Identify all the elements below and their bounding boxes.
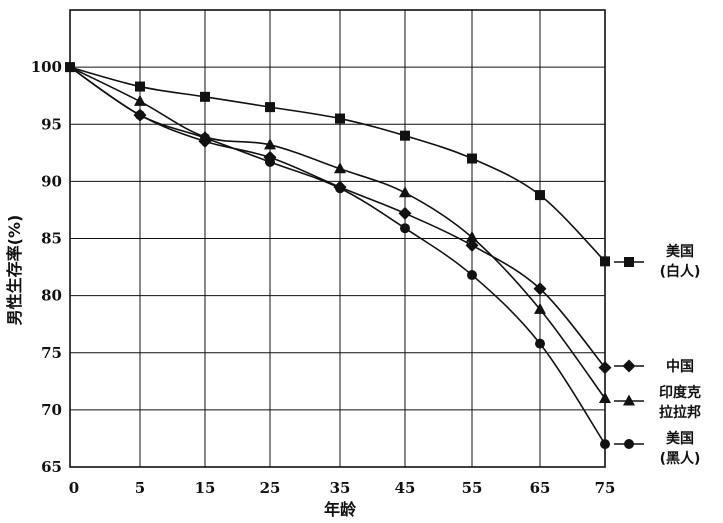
data-point-triangle xyxy=(466,230,478,242)
data-point-square xyxy=(400,130,410,141)
data-point-circle xyxy=(265,156,275,167)
x-axis-title: 年龄 xyxy=(324,500,357,519)
data-point-square xyxy=(335,113,345,124)
y-tick-label: 85 xyxy=(41,230,62,248)
data-point-diamond xyxy=(533,282,547,296)
x-tick-label: 55 xyxy=(462,479,483,497)
x-tick-label: 0 xyxy=(69,479,79,497)
data-point-triangle xyxy=(399,186,411,198)
legend-label: (黑人) xyxy=(660,450,701,467)
data-point-triangle xyxy=(534,302,546,314)
x-tick-label: 75 xyxy=(595,479,616,497)
data-point-circle xyxy=(600,439,610,450)
series-line-diamond xyxy=(69,66,606,369)
legend-marker-square xyxy=(624,257,634,267)
data-point-square xyxy=(200,91,210,102)
data-point-square xyxy=(535,190,545,201)
y-tick-label: 80 xyxy=(41,287,62,305)
legend-label: 印度克 xyxy=(659,384,701,401)
legend-label: 中国 xyxy=(666,358,694,375)
data-point-triangle xyxy=(599,391,611,403)
legend-marker-diamond xyxy=(622,359,636,373)
legend-label: 美国 xyxy=(666,430,694,447)
series-line-square xyxy=(69,66,606,262)
data-point-origin xyxy=(65,62,75,73)
data-point-diamond xyxy=(398,206,412,220)
data-point-square xyxy=(467,153,477,164)
x-tick-label: 25 xyxy=(260,479,281,497)
y-axis-title: 男性生存率(%) xyxy=(5,215,24,326)
legend-label: (白人) xyxy=(660,263,701,280)
data-point-circle xyxy=(467,270,477,281)
data-point-circle xyxy=(335,183,345,194)
data-point-square xyxy=(265,102,275,113)
data-point-triangle xyxy=(134,94,146,106)
data-point-square xyxy=(135,81,145,92)
data-point-circle xyxy=(535,338,545,349)
data-point-square xyxy=(600,256,610,267)
x-tick-label: 45 xyxy=(395,479,416,497)
y-tick-label: 65 xyxy=(41,458,62,476)
y-tick-label: 70 xyxy=(41,401,62,419)
x-tick-label: 15 xyxy=(195,479,216,497)
data-point-circle xyxy=(400,223,410,234)
x-tick-label: 65 xyxy=(530,479,551,497)
data-point-diamond xyxy=(598,361,612,375)
data-point-triangle xyxy=(334,162,346,174)
legend-label: 美国 xyxy=(666,243,694,260)
legend-label: 拉拉邦 xyxy=(659,404,701,421)
x-tick-label: 35 xyxy=(330,479,351,497)
y-tick-label: 100 xyxy=(31,58,62,76)
x-tick-label: 5 xyxy=(135,479,145,497)
legend-marker-circle xyxy=(624,439,634,449)
data-point-circle xyxy=(200,132,210,143)
series-line-circle xyxy=(69,66,606,445)
legend-marker-triangle xyxy=(623,394,635,406)
y-tick-label: 90 xyxy=(41,172,62,190)
y-tick-label: 75 xyxy=(41,344,62,362)
y-tick-label: 95 xyxy=(41,115,62,133)
data-point-circle xyxy=(135,110,145,121)
data-point-diamond xyxy=(465,238,479,252)
data-point-triangle xyxy=(264,138,276,150)
